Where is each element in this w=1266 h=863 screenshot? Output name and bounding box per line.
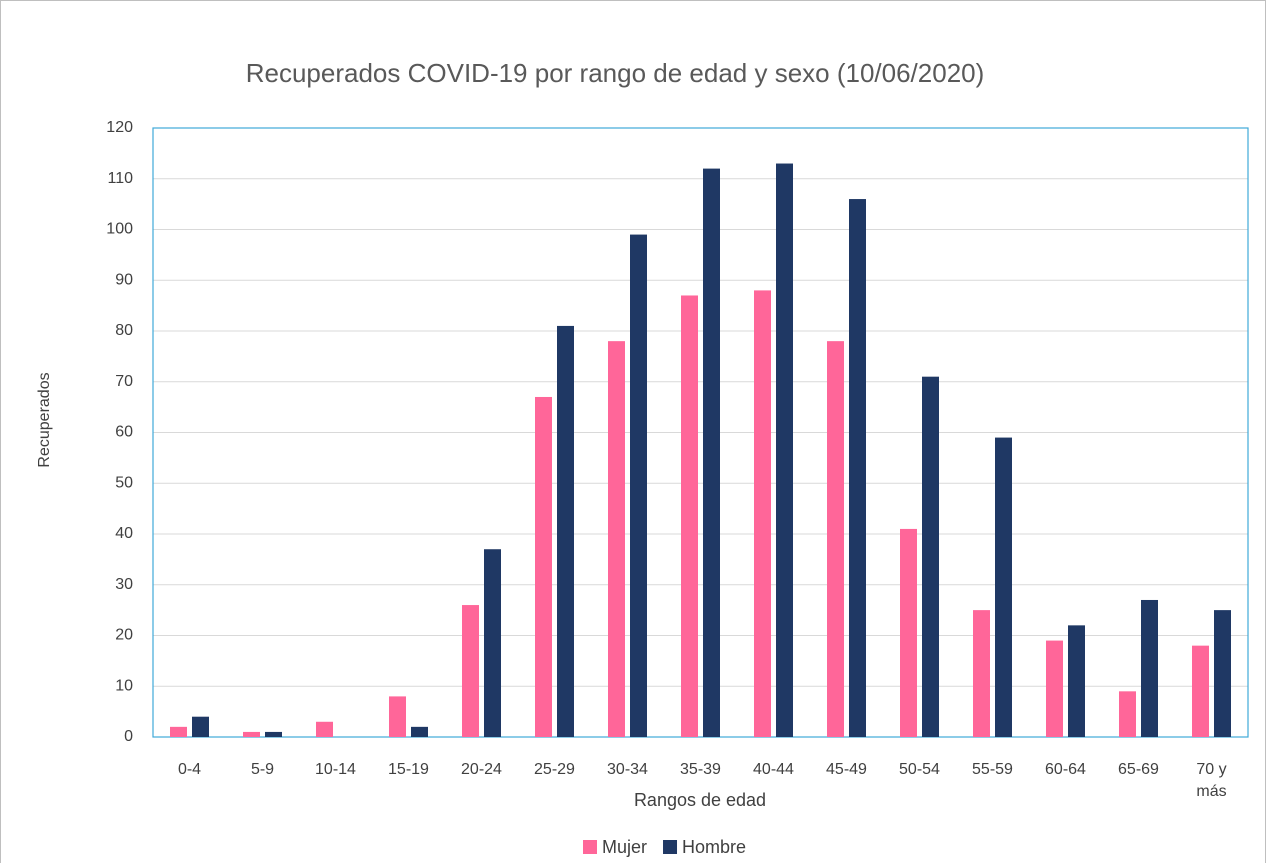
bar — [243, 731, 260, 737]
y-tick-label: 60 — [115, 424, 133, 441]
bar — [827, 341, 844, 737]
bar — [900, 528, 917, 737]
x-tick-label: 5-9 — [250, 761, 275, 778]
y-tick-label: 90 — [115, 271, 133, 288]
legend-swatch — [583, 840, 597, 854]
bar — [535, 396, 552, 737]
chart-title: Recuperados COVID-19 por rango de edad y… — [246, 58, 985, 88]
x-tick-label: 25-29 — [534, 761, 575, 778]
y-tick-label: 20 — [115, 627, 133, 644]
bar — [265, 731, 282, 737]
y-tick-label: 0 — [124, 728, 133, 745]
x-tick-label: 45-49 — [826, 761, 867, 778]
bar — [681, 295, 698, 737]
bar — [192, 716, 209, 737]
bar — [557, 325, 574, 737]
bar — [1046, 640, 1063, 737]
x-tick-label: 40-44 — [753, 761, 794, 778]
plot-border — [152, 127, 1249, 738]
bar — [1192, 645, 1209, 737]
legend-label: Hombre — [682, 837, 746, 857]
y-tick-label: 80 — [115, 322, 133, 339]
bar — [1119, 691, 1136, 737]
bar — [1214, 610, 1231, 737]
bar — [973, 610, 990, 737]
y-tick-label: 120 — [106, 119, 133, 136]
y-tick-label: 70 — [115, 373, 133, 390]
x-tick-label: 30-34 — [607, 761, 648, 778]
bar — [776, 163, 793, 737]
x-tick-label: 50-54 — [899, 761, 940, 778]
y-axis-title: Recuperados — [36, 372, 53, 467]
bar — [608, 341, 625, 737]
legend-label: Mujer — [602, 837, 647, 857]
x-tick-label: 70 y más — [1196, 761, 1227, 800]
y-tick-label: 10 — [115, 677, 133, 694]
bar — [170, 726, 187, 737]
x-tick-label: 20-24 — [461, 761, 502, 778]
bar — [462, 605, 479, 737]
bar — [1141, 599, 1158, 737]
bar — [411, 726, 428, 737]
bar — [389, 696, 406, 737]
y-tick-label: 100 — [106, 221, 133, 238]
bar — [1068, 625, 1085, 737]
x-tick-label: 10-14 — [315, 761, 356, 778]
bar — [922, 376, 939, 737]
x-tick-label: 15-19 — [388, 761, 429, 778]
x-tick-label: 60-64 — [1045, 761, 1086, 778]
y-tick-label: 50 — [115, 474, 133, 491]
x-axis-title: Rangos de edad — [634, 790, 766, 810]
bar — [630, 234, 647, 737]
bar — [849, 199, 866, 738]
bar — [484, 549, 501, 737]
x-tick-label: 65-69 — [1118, 761, 1159, 778]
y-tick-label: 30 — [115, 576, 133, 593]
bar — [703, 168, 720, 738]
legend-swatch — [663, 840, 678, 854]
x-tick-label: 0-4 — [177, 761, 202, 778]
y-tick-label: 40 — [115, 525, 133, 542]
bar — [754, 290, 771, 737]
bar — [316, 721, 333, 737]
x-tick-label: 55-59 — [972, 761, 1013, 778]
x-tick-label: 35-39 — [680, 761, 721, 778]
bar — [995, 437, 1012, 737]
y-tick-label: 110 — [107, 170, 133, 187]
